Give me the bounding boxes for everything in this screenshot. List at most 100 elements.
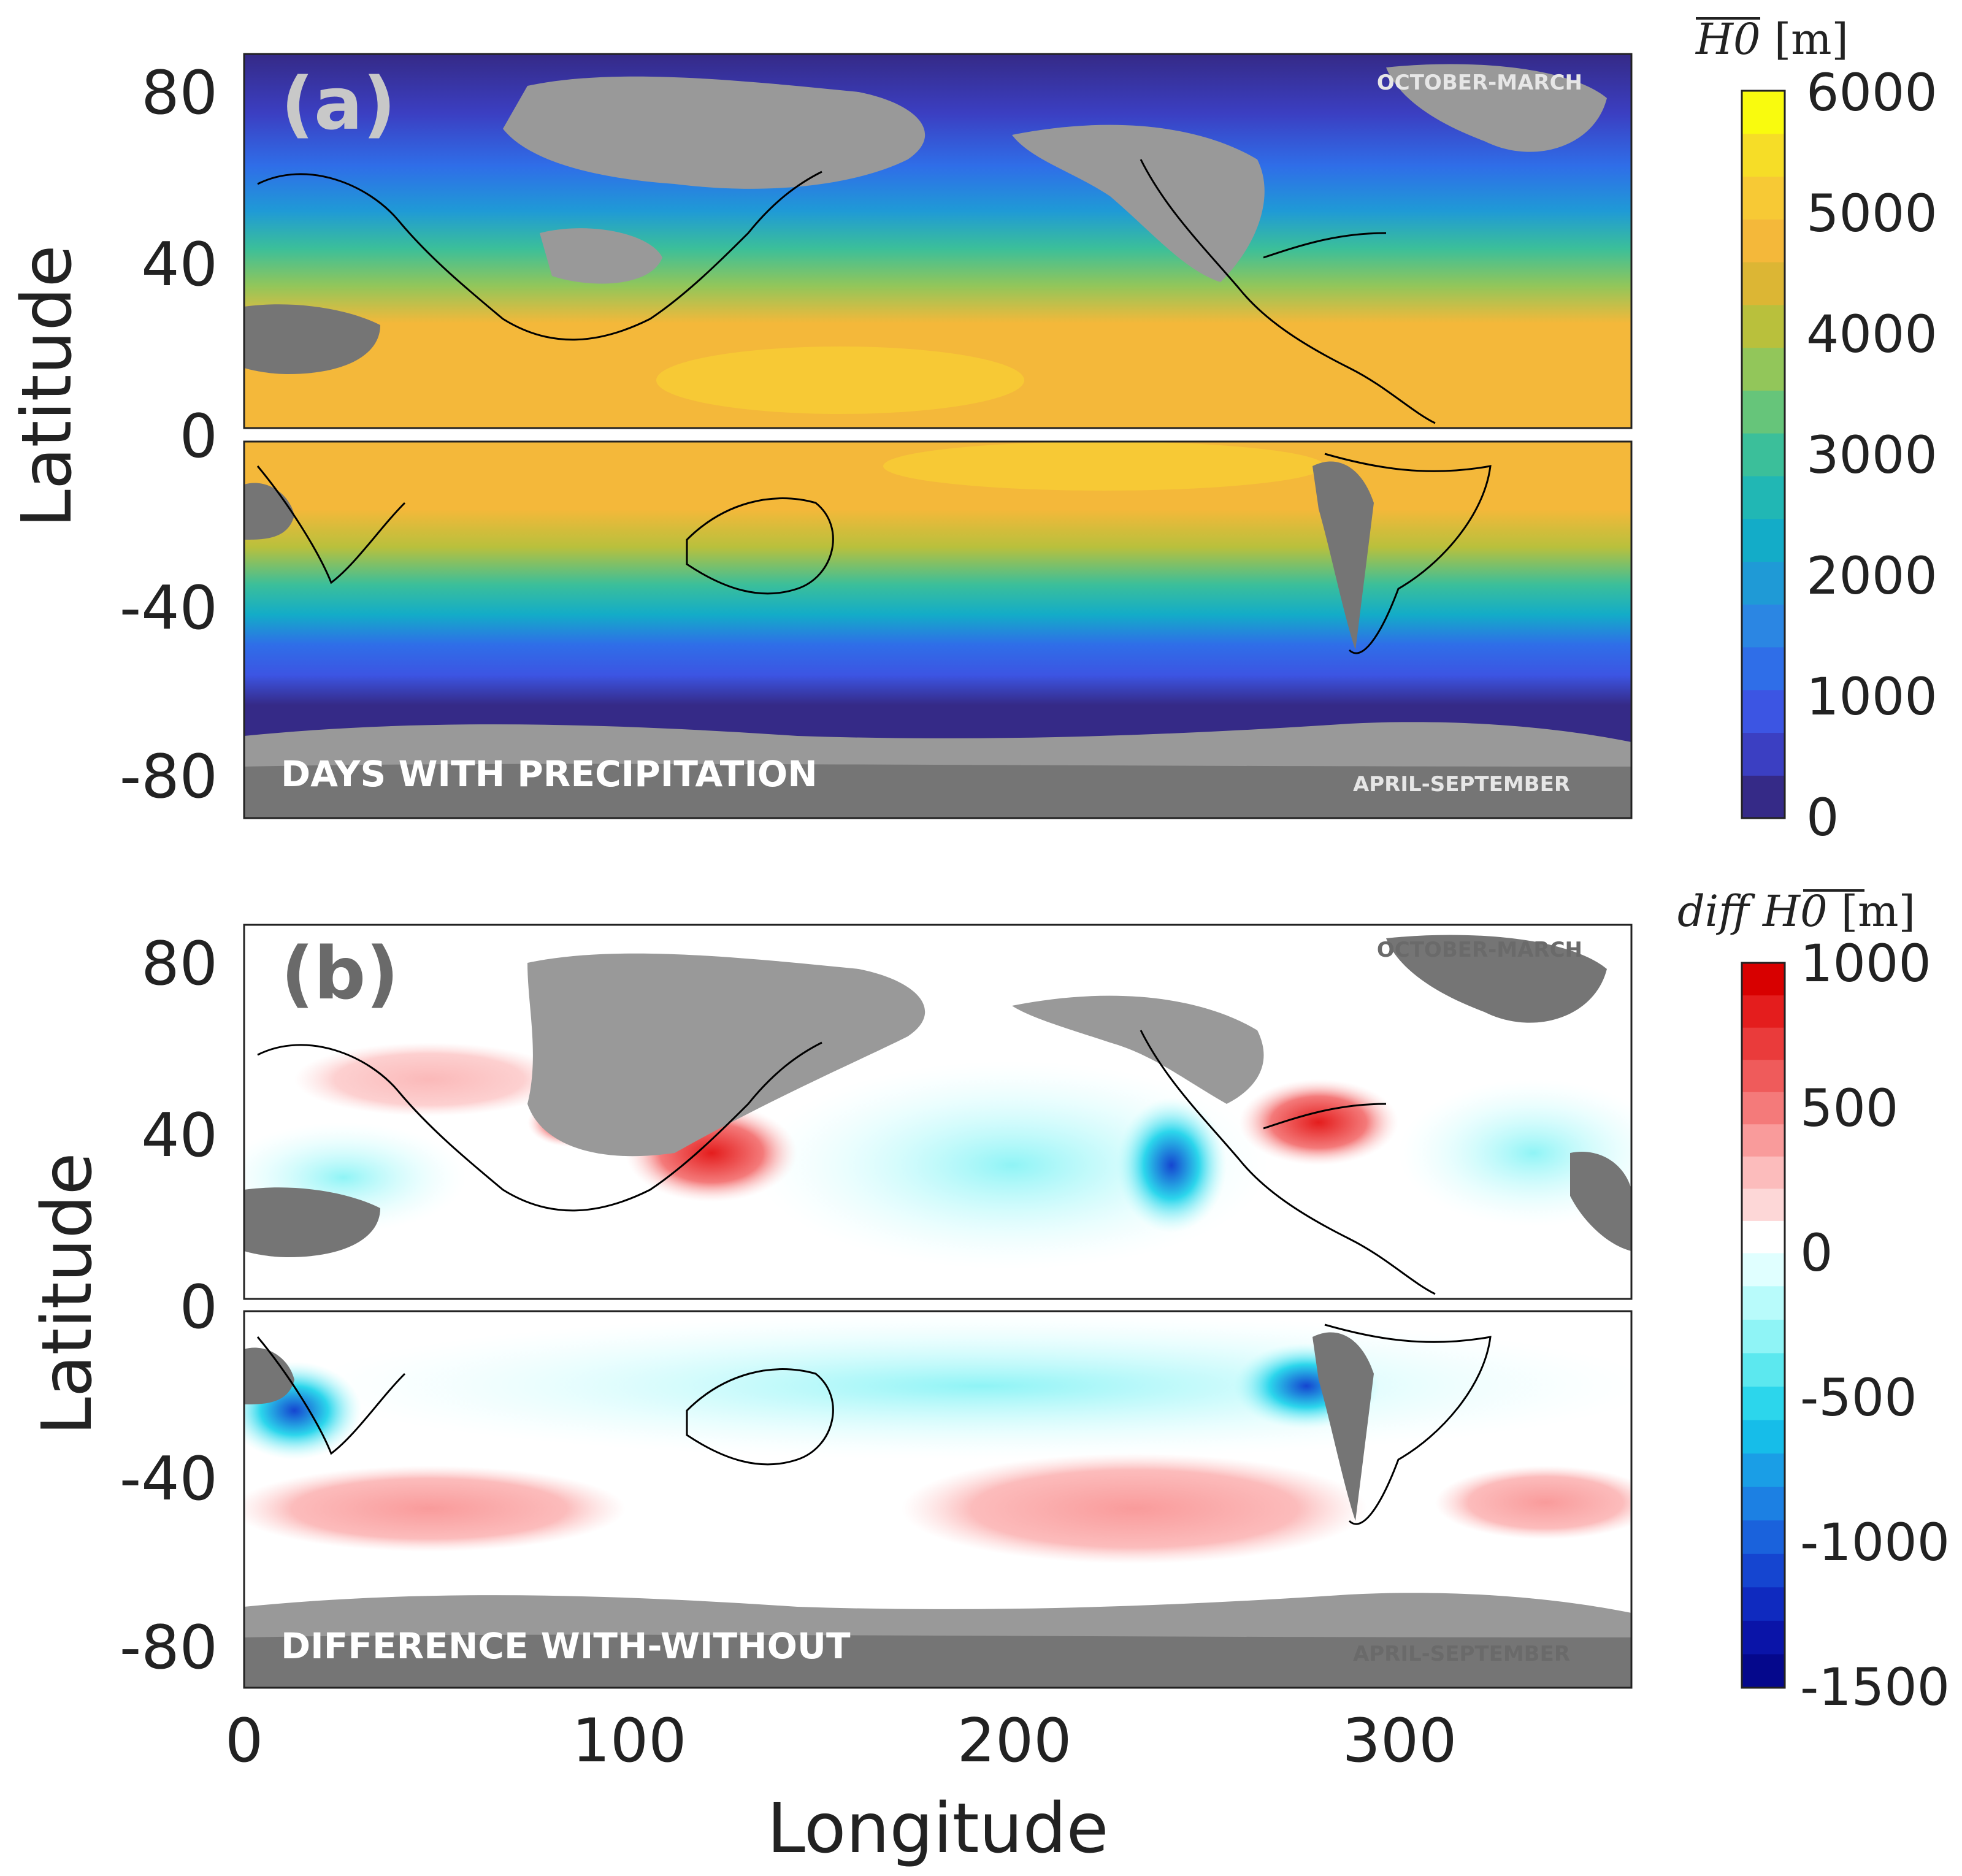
land-mask-sahara — [244, 304, 380, 374]
colorbar-b-neg-cell — [1742, 1520, 1785, 1555]
colorbar-a-cell — [1742, 304, 1785, 348]
season-label-b-south: APRIL-SEPTEMBER — [1353, 1642, 1570, 1666]
map-a-north — [244, 54, 1631, 428]
map-b-north — [244, 925, 1631, 1299]
ylabel-a: Latitude — [7, 245, 87, 528]
land-mask-b-west-africa — [1570, 1152, 1631, 1251]
xtick-100: 100 — [572, 1706, 686, 1776]
colorbar-b-pos-cell — [1742, 1156, 1785, 1189]
land-mask-andes — [1312, 461, 1374, 650]
coastline-b-north — [257, 1030, 1436, 1295]
colorbar-a-title: H0 [m] — [1695, 14, 1849, 64]
colorbar-a-tick-6000: 6000 — [1806, 63, 1937, 123]
colorbar-a-tick-3000: 3000 — [1806, 425, 1937, 485]
map-a-south — [244, 442, 1631, 818]
anomaly-midlat-pink-3 — [1435, 1466, 1631, 1539]
axes-b-north — [243, 924, 1633, 1300]
colorbar-b-pos-cell — [1742, 1092, 1785, 1125]
colorbar-b-neg-cell — [1742, 1286, 1785, 1320]
colorbar-b-pos-cell — [1742, 1124, 1785, 1157]
colorbar-b-neg-cell — [1742, 1620, 1785, 1655]
colorbar-b-tick-1000: 1000 — [1800, 933, 1931, 994]
land-mask-b-sahara — [244, 1187, 380, 1257]
colorbar-b-neg-cell — [1742, 1487, 1785, 1521]
anomaly-midlat-pink-1 — [244, 1466, 626, 1552]
colorbar-b-tick-minus1500: -1500 — [1800, 1657, 1950, 1717]
colorbar-a-cell — [1742, 176, 1785, 220]
colorbar-a-cell — [1742, 390, 1785, 434]
xtick-300: 300 — [1342, 1706, 1457, 1776]
coastline-b-south — [256, 1323, 1492, 1525]
colorbar-b-title: diff H0 [m] — [1677, 886, 1915, 936]
colorbar-b-tick-500: 500 — [1800, 1078, 1898, 1138]
axes-a-south — [243, 440, 1633, 819]
land-mask-b-greenland — [1386, 935, 1607, 1023]
land-mask-greenland — [1386, 64, 1607, 152]
colorbar-a-cell — [1742, 91, 1785, 134]
colorbar-b-neg-cell — [1742, 1453, 1785, 1488]
colorbar-b-neg-cell — [1742, 1587, 1785, 1621]
colorbar-a-tick-4000: 4000 — [1806, 304, 1937, 364]
colorbar-b-tick-minus500: -500 — [1800, 1368, 1917, 1428]
anomaly-california-blue — [1116, 1098, 1227, 1233]
colorbar-a-tick-1000: 1000 — [1806, 667, 1937, 727]
axes-b-south — [243, 1310, 1633, 1689]
colorbar-b-pos-cell — [1742, 1188, 1785, 1221]
coastline-a-south — [256, 453, 1492, 654]
xtick-200: 200 — [957, 1706, 1071, 1776]
panel-a: (a) OCTOBER-MARCH DAYS WITH PRECIPITATIO… — [7, 14, 1937, 848]
colorbar-a-cell — [1742, 133, 1785, 177]
season-label-a-north: OCTOBER-MARCH — [1377, 71, 1582, 95]
anomaly-europe-pink — [294, 1043, 564, 1116]
colorbar-a-cell — [1742, 689, 1785, 733]
colorbar-b-tick-minus1000: -1000 — [1800, 1512, 1950, 1572]
panel-b: (b) OCTOBER-MARCH DIFFERENCE WITH-WITHOU… — [28, 886, 1950, 1869]
land-mask-b-eurasia — [527, 953, 925, 1157]
panel-title-a: DAYS WITH PRECIPITATION — [281, 753, 818, 795]
colorbar-b-tick-0: 0 — [1800, 1223, 1833, 1283]
ylabel-b: Latitude — [28, 1153, 107, 1436]
colorbar-a-cell — [1742, 475, 1785, 519]
ytick-b-minus40: -40 — [120, 1444, 218, 1514]
colorbar-b-neg-cell — [1742, 1553, 1785, 1588]
colorbar-a-tick-2000: 2000 — [1806, 546, 1937, 606]
colorbar-a-cell — [1742, 518, 1785, 562]
ytick-a-0: 0 — [180, 402, 218, 472]
colorbar-b-pos-cell — [1742, 1220, 1785, 1254]
colorbar-a-cell — [1742, 646, 1785, 691]
colorbar-a-cell — [1742, 347, 1785, 391]
colorbar-b-pos-cell — [1742, 1059, 1785, 1092]
y-ticks-a: 80 40 0 -40 -80 — [120, 58, 218, 812]
colorbar-a-cell — [1742, 732, 1785, 776]
panel-label-a: (a) — [281, 61, 396, 146]
xlabel: Longitude — [767, 1789, 1108, 1869]
colorbar-b-pos-cell — [1742, 963, 1785, 996]
colorbar-b-neg-cell — [1742, 1654, 1785, 1688]
season-label-b-north: OCTOBER-MARCH — [1377, 938, 1582, 962]
ytick-b-0: 0 — [180, 1273, 218, 1342]
colorbar-a-cells — [1742, 91, 1785, 819]
anomaly-us-east-red — [1239, 1079, 1398, 1165]
x-ticks: 0 100 200 300 — [225, 1706, 1457, 1776]
land-mask-north-america — [1012, 124, 1265, 282]
colorbar-a-tick-0: 0 — [1806, 787, 1839, 848]
ytick-b-minus80: -80 — [120, 1613, 218, 1683]
ytick-a-minus80: -80 — [120, 742, 218, 812]
colorbar-b-neg-cell — [1742, 1353, 1785, 1387]
colorbar-a-cell — [1742, 604, 1785, 648]
anomaly-midlat-pink-2 — [902, 1453, 1368, 1564]
xtick-0: 0 — [225, 1706, 263, 1776]
ytick-a-80: 80 — [141, 58, 218, 128]
colorbar-a-cell — [1742, 775, 1785, 819]
season-label-a-south: APRIL-SEPTEMBER — [1353, 772, 1570, 797]
coastline-a-north — [257, 159, 1436, 424]
land-mask-b-north-america — [1012, 995, 1264, 1104]
colorbar-b-pos-cell — [1742, 1027, 1785, 1060]
anomaly-tropical-band-cyan — [307, 1312, 1631, 1460]
panel-title-b: DIFFERENCE WITH-WITHOUT — [281, 1625, 851, 1667]
land-mask-b-andes — [1312, 1332, 1374, 1521]
colorbar-a-cell — [1742, 433, 1785, 477]
panel-label-b: (b) — [281, 931, 399, 1016]
colorbar-b-neg-cell — [1742, 1319, 1785, 1354]
colorbar-a-cell — [1742, 219, 1785, 262]
